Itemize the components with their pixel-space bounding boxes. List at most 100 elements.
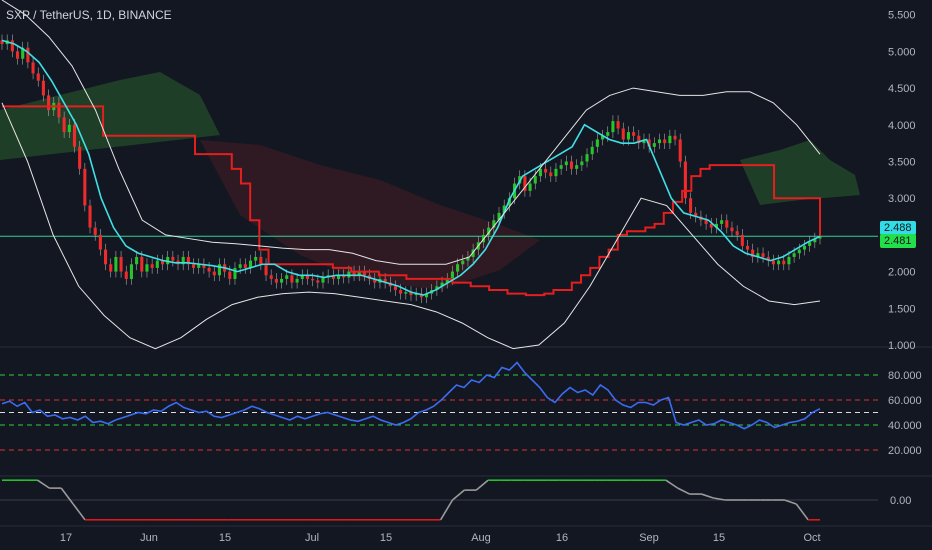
candle-body xyxy=(569,161,574,169)
candle-body xyxy=(140,256,144,272)
time-axis-label: Jun xyxy=(140,532,158,544)
candle-body xyxy=(787,256,791,265)
candle-body xyxy=(673,135,677,140)
candle-body xyxy=(336,275,341,279)
candle-body xyxy=(135,256,139,265)
candle-body xyxy=(119,256,123,272)
candle-body xyxy=(228,271,232,279)
candle-body xyxy=(456,264,460,272)
candle-body xyxy=(290,275,294,283)
symbol-title[interactable]: SXP / TetherUS, 1D, BINANCE xyxy=(6,8,172,22)
candle-body xyxy=(714,223,718,228)
rsi-axis-label: 20.000 xyxy=(888,445,922,457)
ichimoku-cloud-bearish xyxy=(200,140,540,290)
candle-body xyxy=(36,73,40,81)
candle-body xyxy=(704,220,708,224)
candle-body xyxy=(404,292,408,294)
time-axis-label: 15 xyxy=(713,532,725,544)
candle-body xyxy=(647,139,651,147)
candle-body xyxy=(186,256,190,265)
candle-body xyxy=(689,198,693,213)
candle-body xyxy=(254,256,258,261)
candle-body xyxy=(83,168,87,206)
candle-body xyxy=(663,139,667,144)
candle-body xyxy=(544,168,548,173)
candle-body xyxy=(559,165,563,169)
candle-body xyxy=(678,139,682,162)
candle-body xyxy=(440,282,444,287)
time-axis-label: 17 xyxy=(60,532,72,544)
candle-body xyxy=(632,132,636,136)
candle-body xyxy=(197,264,201,268)
candle-body xyxy=(114,256,118,272)
candle-body xyxy=(595,139,599,147)
ichimoku-cloud-bullish xyxy=(0,72,220,160)
candle-body xyxy=(26,47,30,63)
candle-body xyxy=(145,264,149,272)
bollinger-upper-band xyxy=(1,0,821,265)
candle-body xyxy=(771,260,775,265)
time-axis-label: Oct xyxy=(803,532,820,544)
candle-body xyxy=(564,161,568,166)
candle-body xyxy=(740,234,744,246)
candle-body xyxy=(72,124,77,147)
candle-body xyxy=(756,253,760,257)
candle-body xyxy=(777,260,781,265)
candle-body xyxy=(471,249,475,257)
candle-body xyxy=(668,135,672,144)
time-axis-label: 16 xyxy=(556,532,568,544)
candle-body xyxy=(626,132,630,140)
candle-body xyxy=(802,245,807,250)
candle-body xyxy=(311,278,315,281)
candle-body xyxy=(725,220,729,228)
candle-body xyxy=(533,176,537,184)
candle-body xyxy=(466,256,470,261)
candle-body xyxy=(207,267,211,272)
price-axis-label: 2.000 xyxy=(888,267,916,279)
candle-body xyxy=(373,278,377,283)
tenkan-line xyxy=(1,39,821,296)
time-axis-label: 15 xyxy=(380,532,392,544)
candle-body xyxy=(129,264,133,279)
candle-body xyxy=(295,278,299,283)
candle-body xyxy=(316,280,320,283)
candle-body xyxy=(217,264,221,276)
bollinger-lower-band xyxy=(1,102,821,350)
price-axis-label: 4.000 xyxy=(888,120,916,132)
price-axis-label: 5.500 xyxy=(888,10,916,22)
candle-body xyxy=(171,256,175,261)
candle-body xyxy=(98,234,102,250)
ichimoku-cloud-bullish xyxy=(740,140,860,205)
candle-body xyxy=(342,275,346,278)
candle-body xyxy=(41,80,45,96)
candle-body xyxy=(502,205,506,213)
candle-body xyxy=(616,121,620,129)
candle-body xyxy=(611,121,615,133)
candle-body xyxy=(155,260,159,268)
candle-body xyxy=(652,143,656,147)
oscillator-segment xyxy=(37,479,50,489)
candle-body xyxy=(549,172,553,177)
candle-body xyxy=(124,271,128,279)
candle-body xyxy=(575,165,579,169)
candle-body xyxy=(238,264,242,268)
candle-body xyxy=(331,275,335,279)
time-axis-label: 15 xyxy=(219,532,231,544)
oscillator-segment xyxy=(701,493,714,499)
candle-body xyxy=(321,277,325,283)
oscillator-segment xyxy=(677,487,690,495)
candle-body xyxy=(709,223,713,228)
last-price-badge: 2.481 xyxy=(880,234,916,249)
candle-body xyxy=(305,275,309,279)
candle-body xyxy=(621,128,625,140)
candle-body xyxy=(414,293,418,296)
price-axis-label: 4.500 xyxy=(888,83,916,95)
candle-body xyxy=(109,264,113,272)
candle-body xyxy=(21,47,25,59)
price-axis-label: 5.000 xyxy=(888,46,916,58)
candle-body xyxy=(160,260,165,265)
price-axis-label: 3.500 xyxy=(888,156,916,168)
oscillator-segment xyxy=(72,503,86,521)
rsi-axis-label: 60.000 xyxy=(888,395,922,407)
candle-body xyxy=(0,40,4,45)
